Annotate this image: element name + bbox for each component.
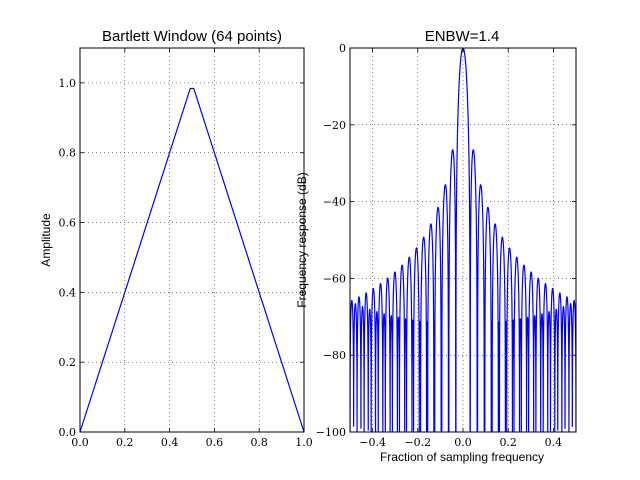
window-ylabel: Amplitude [39, 213, 53, 267]
y-tick-label: 0 [339, 42, 346, 55]
x-tick-label: 0.2 [499, 436, 517, 449]
response-axes-frame [349, 47, 577, 433]
x-tick-label: 0.4 [161, 436, 179, 449]
window-line-layer [79, 87, 305, 433]
window-subplot: Bartlett Window (64 points) Amplitude 0.… [39, 28, 313, 449]
y-tick-label: −100 [316, 426, 346, 439]
window-title: Bartlett Window (64 points) [102, 28, 282, 45]
x-tick-label: −0.2 [404, 436, 431, 449]
response-line-layer [350, 48, 576, 432]
y-tick-label: 0.4 [59, 286, 77, 299]
x-tick-label: 0.0 [454, 436, 472, 449]
response-subplot: ENBW=1.4 Fraction of sampling frequency … [295, 28, 577, 464]
x-tick-label: 0.4 [545, 436, 563, 449]
x-tick-label: 0.6 [206, 436, 224, 449]
x-tick-label: 1.0 [295, 436, 313, 449]
y-tick-label: 0.8 [59, 147, 77, 160]
frequency-response-line [350, 48, 576, 432]
response-xlabel: Fraction of sampling frequency [380, 450, 544, 464]
response-ylabel: Frequency response (dB) [295, 172, 309, 307]
y-tick-label: 0.0 [59, 426, 77, 439]
y-tick-label: −80 [323, 349, 346, 362]
y-tick-label: 0.6 [59, 217, 77, 230]
y-tick-label: −40 [323, 196, 346, 209]
response-title: ENBW=1.4 [425, 28, 500, 45]
response-ticks: −0.4 −0.2 0.0 0.2 0.4 0 −20 −40 −60 −80 −100 [316, 42, 576, 449]
x-tick-label: 0.8 [250, 436, 268, 449]
y-tick-label: −20 [323, 119, 346, 132]
x-tick-label: 0.0 [71, 436, 89, 449]
x-tick-label: −0.4 [359, 436, 386, 449]
y-tick-label: 0.2 [59, 356, 77, 369]
window-ticks: 0.0 0.2 0.4 0.6 0.8 1.0 0.0 0.2 0.4 0.6 0.8 1.0 [59, 48, 313, 449]
bartlett-window-line [79, 87, 305, 433]
window-axes-frame [79, 47, 305, 433]
x-tick-label: 0.2 [116, 436, 134, 449]
y-tick-label: −60 [323, 272, 346, 285]
y-tick-label: 1.0 [59, 77, 77, 90]
